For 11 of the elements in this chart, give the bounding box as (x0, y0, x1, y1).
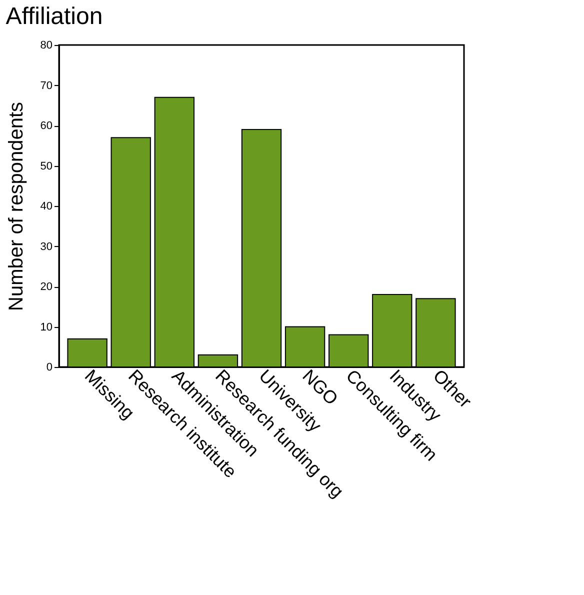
y-tick-label: 0 (46, 362, 52, 374)
y-axis-title: Number of respondents (5, 102, 28, 312)
y-tick-label: 50 (40, 160, 52, 172)
y-tick-label: 20 (40, 281, 52, 293)
y-tick-label: 70 (40, 80, 52, 92)
y-tick-label: 10 (40, 321, 52, 334)
y-tick-label: 80 (40, 40, 52, 52)
y-tick-label: 40 (40, 200, 52, 212)
y-tick-label: 30 (40, 240, 52, 253)
y-tick-label: 60 (40, 120, 52, 132)
chart-title: Affiliation (6, 3, 103, 30)
